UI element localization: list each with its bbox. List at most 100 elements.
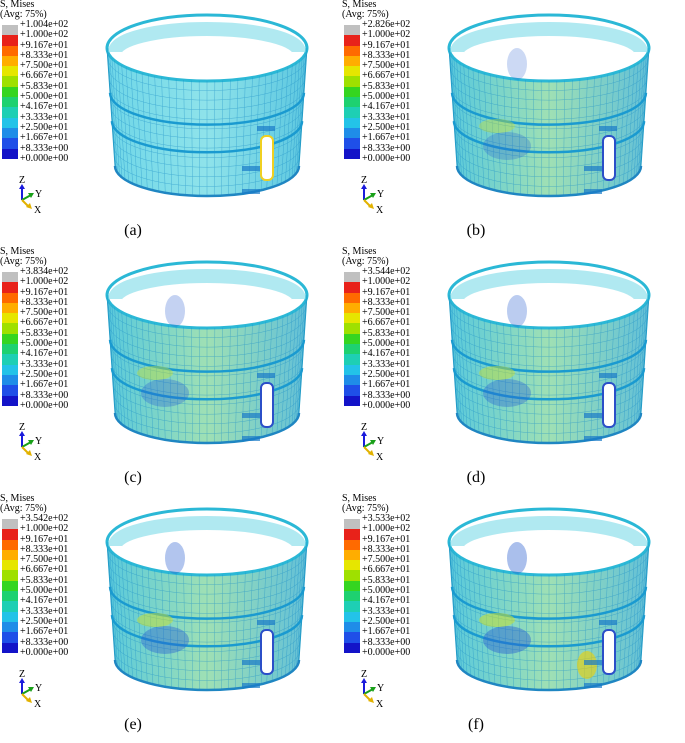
panel-caption: (a) (124, 222, 142, 239)
scale-value: +1.667e+01 (20, 132, 69, 144)
scale-max-value: +3.542e+02 (20, 513, 69, 524)
scale-value: +1.667e+01 (20, 379, 69, 391)
door-opening (260, 629, 274, 675)
bracket (584, 413, 602, 418)
scale-value: +6.667e+01 (362, 70, 411, 82)
panel-b: S, Mises (Avg: 75%) +2.826e+02 +1.000e+02 +9… (342, 0, 684, 247)
x-arrow-head (368, 697, 374, 703)
inner-back-wall (108, 22, 306, 54)
scale-swatch (344, 302, 360, 314)
legend-subtitle: (Avg: 75%) (0, 503, 47, 515)
y-label: Y (377, 683, 384, 694)
scale-swatch (344, 138, 360, 149)
y-arrow (21, 688, 32, 695)
x-label: X (376, 699, 384, 710)
scale-swatch (344, 395, 360, 406)
scale-value: +7.500e+01 (362, 554, 411, 566)
scale-swatch (2, 632, 18, 643)
door-opening (260, 382, 274, 428)
mesh-model (447, 260, 651, 445)
legend: S, Mises (Avg: 75%) +3.533e+02 +1.000e+02 +9… (342, 493, 410, 657)
z-arrow-head (361, 678, 367, 683)
scale-max-value: +3.834e+02 (20, 266, 69, 277)
y-label: Y (35, 189, 42, 200)
scale-value: +7.500e+01 (20, 60, 69, 72)
scale-value: +8.333e+00 (362, 142, 411, 154)
scale-value: +4.167e+01 (20, 595, 69, 607)
y-label: Y (377, 436, 384, 447)
y-arrow (363, 688, 374, 695)
stiffener-ring (108, 339, 306, 373)
scale-swatch (2, 560, 18, 571)
scale-value: +5.833e+01 (362, 574, 411, 586)
axis-triad: ZYX (19, 423, 42, 463)
y-arrow (21, 194, 32, 201)
scale-value: +9.167e+01 (362, 533, 411, 545)
scale-swatch (344, 354, 360, 365)
scale-swatch (2, 354, 18, 365)
scale-swatch (344, 539, 360, 550)
scale-swatch (2, 570, 18, 581)
scale-swatch (2, 385, 18, 396)
scale-swatch (2, 344, 18, 355)
y-label: Y (35, 436, 42, 447)
bracket (242, 660, 260, 665)
scale-value: +1.000e+02 (362, 523, 411, 535)
scale-value: +7.500e+01 (20, 554, 69, 566)
bracket (257, 373, 275, 378)
inner-back-wall (108, 269, 306, 301)
scale-swatch (344, 76, 360, 87)
legend-subtitle: (Avg: 75%) (342, 503, 389, 515)
scale-value: +9.167e+01 (362, 286, 411, 298)
scale-swatch (344, 35, 360, 46)
y-label: Y (377, 189, 384, 200)
mesh-model (105, 13, 309, 198)
inner-back-wall (450, 22, 648, 54)
scale-value: +8.333e+01 (362, 543, 411, 555)
bracket (584, 189, 602, 194)
scale-value: +3.333e+01 (20, 111, 69, 123)
scale-swatch (2, 302, 18, 314)
bracket (242, 166, 260, 171)
panel-d: S, Mises (Avg: 75%) +3.544e+02 +1.000e+02 +9… (342, 246, 684, 494)
scale-swatch (344, 55, 360, 67)
panel-f: S, Mises (Avg: 75%) +3.533e+02 +1.000e+02 +9… (342, 493, 684, 741)
y-arrow-head (28, 440, 34, 445)
stress-zone (483, 379, 531, 407)
scale-swatch (344, 97, 360, 108)
scale-swatch (344, 632, 360, 643)
scale-value: +4.167e+01 (20, 348, 69, 360)
scale-swatch (2, 601, 18, 612)
x-arrow-head (368, 450, 374, 456)
scale-value: +6.667e+01 (362, 564, 411, 576)
scale-swatch (2, 117, 18, 128)
scale-swatch (344, 364, 360, 375)
scale-value: +5.000e+01 (20, 338, 69, 350)
mesh-lines (448, 294, 650, 443)
legend-subtitle: (Avg: 75%) (342, 256, 389, 268)
scale-value: +5.000e+01 (20, 585, 69, 597)
stiffener-ring (110, 121, 304, 154)
stiffener-ring (110, 615, 304, 648)
scale-value: +0.000e+00 (362, 152, 411, 164)
panel-caption: (c) (124, 469, 142, 486)
stress-zone (137, 613, 173, 627)
scale-swatch (344, 313, 360, 324)
scale-value: +8.333e+00 (362, 389, 411, 401)
scale-swatch (344, 66, 360, 77)
stress-zone (507, 48, 527, 80)
z-label: Z (361, 423, 367, 433)
scale-swatch (344, 272, 360, 283)
legend-title: S, Mises (0, 493, 35, 504)
scale-value: +1.000e+02 (362, 276, 411, 288)
door-opening (602, 382, 616, 428)
door-opening (260, 135, 274, 181)
scale-swatch (344, 570, 360, 581)
bracket (584, 166, 602, 171)
scale-value: +3.333e+01 (362, 358, 411, 370)
scale-max-value: +1.004e+02 (20, 19, 69, 30)
bracket (242, 436, 260, 441)
scale-swatch (344, 519, 360, 530)
scale-swatch (2, 76, 18, 87)
scale-swatch (344, 107, 360, 118)
